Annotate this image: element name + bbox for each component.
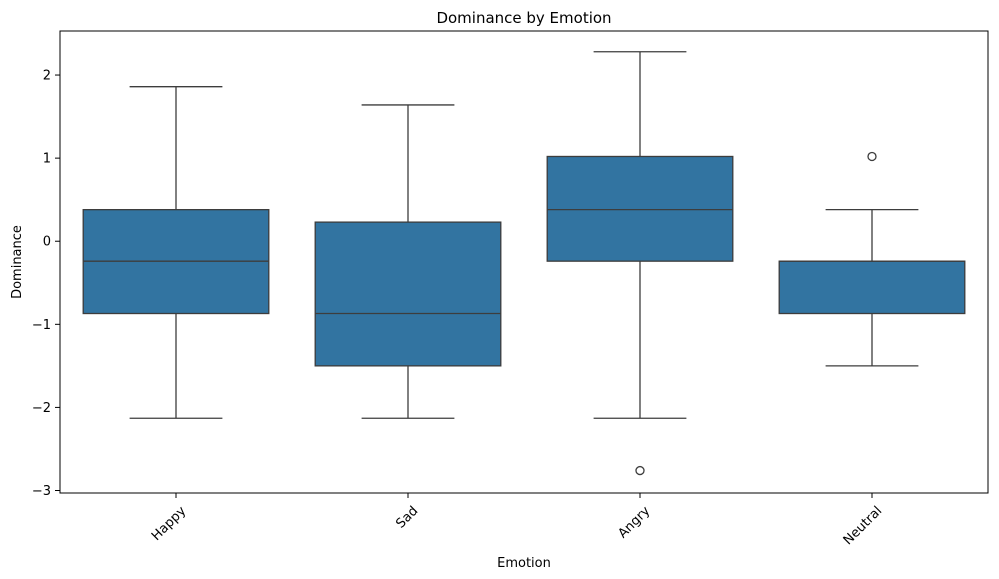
iqr-box <box>546 155 734 262</box>
outlier-point <box>635 465 645 476</box>
y-tick-label: 2 <box>43 69 51 84</box>
y-tick-label: 1 <box>43 152 51 167</box>
x-tick-label: Happy <box>149 503 189 543</box>
y-tick-label: −3 <box>32 484 51 499</box>
box-sad <box>314 104 502 419</box>
y-axis-label: Dominance <box>10 225 25 299</box>
outlier-point <box>867 151 877 162</box>
x-axis-label: Emotion <box>497 556 551 571</box>
box-angry <box>546 51 734 476</box>
plot-frame <box>59 30 989 494</box>
x-axis: Happy Sad Angry Neutral <box>149 493 885 548</box>
chart-title: Dominance by Emotion <box>436 9 611 27</box>
y-axis: −3 −2 −1 0 1 2 <box>32 69 60 499</box>
y-tick-label: −1 <box>32 318 51 333</box>
box-happy <box>82 86 270 419</box>
iqr-box <box>778 260 966 315</box>
x-tick-label: Sad <box>393 504 421 532</box>
iqr-box <box>314 221 502 367</box>
box-neutral <box>778 151 966 367</box>
x-tick-label: Neutral <box>841 504 886 549</box>
plot-area <box>82 51 966 476</box>
y-tick-label: −2 <box>32 401 51 416</box>
y-tick-label: 0 <box>43 235 51 250</box>
x-tick-label: Angry <box>615 503 653 541</box>
